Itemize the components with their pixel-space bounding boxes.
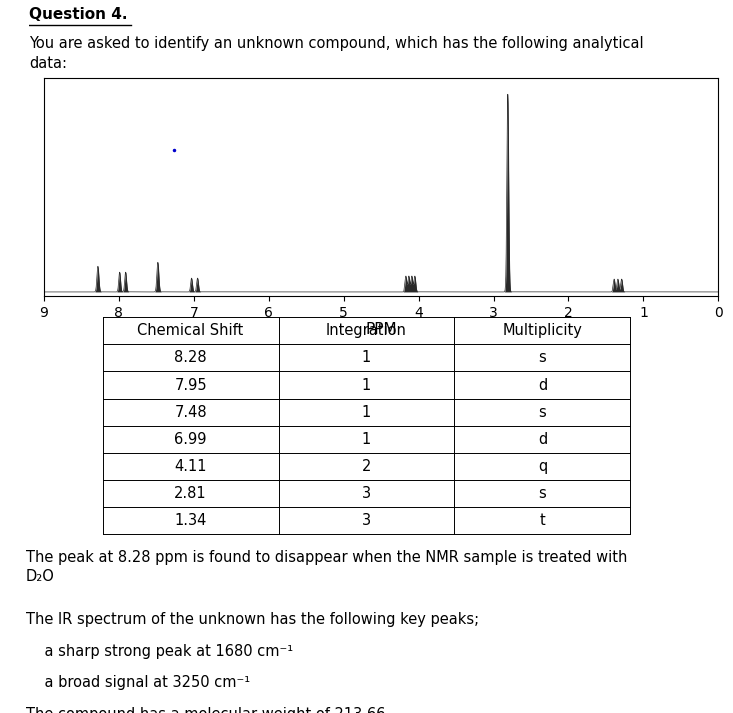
Text: 1: 1 <box>362 431 371 447</box>
Text: t: t <box>539 513 545 528</box>
Text: s: s <box>539 486 546 501</box>
Text: d: d <box>538 431 547 447</box>
Text: The peak at 8.28 ppm is found to disappear when the NMR sample is treated with
D: The peak at 8.28 ppm is found to disappe… <box>26 550 627 584</box>
Text: a broad signal at 3250 cm⁻¹: a broad signal at 3250 cm⁻¹ <box>26 675 250 690</box>
Text: 1: 1 <box>362 350 371 366</box>
Text: 7.48: 7.48 <box>174 404 207 420</box>
Text: Multiplicity: Multiplicity <box>503 323 582 339</box>
Text: 1.34: 1.34 <box>174 513 207 528</box>
Text: d: d <box>538 377 547 393</box>
Text: 7.95: 7.95 <box>174 377 207 393</box>
Text: 1: 1 <box>362 377 371 393</box>
Text: 3: 3 <box>362 486 371 501</box>
Text: q: q <box>538 458 547 474</box>
X-axis label: PPM: PPM <box>365 322 397 337</box>
Text: Integration: Integration <box>326 323 407 339</box>
Text: a sharp strong peak at 1680 cm⁻¹: a sharp strong peak at 1680 cm⁻¹ <box>26 644 292 659</box>
Text: You are asked to identify an unknown compound, which has the following analytica: You are asked to identify an unknown com… <box>29 36 644 71</box>
Text: The compound has a molecular weight of 213.66: The compound has a molecular weight of 2… <box>26 707 385 713</box>
Text: 3: 3 <box>362 513 371 528</box>
Text: 6.99: 6.99 <box>174 431 207 447</box>
Text: 8.28: 8.28 <box>174 350 207 366</box>
Text: 1: 1 <box>362 404 371 420</box>
Text: s: s <box>539 350 546 366</box>
Text: 4.11: 4.11 <box>174 458 207 474</box>
Text: Chemical Shift: Chemical Shift <box>138 323 243 339</box>
Text: The IR spectrum of the unknown has the following key peaks;: The IR spectrum of the unknown has the f… <box>26 612 479 627</box>
Text: s: s <box>539 404 546 420</box>
Text: 2.81: 2.81 <box>174 486 207 501</box>
Text: Question 4.: Question 4. <box>29 7 128 22</box>
Text: 2: 2 <box>362 458 371 474</box>
